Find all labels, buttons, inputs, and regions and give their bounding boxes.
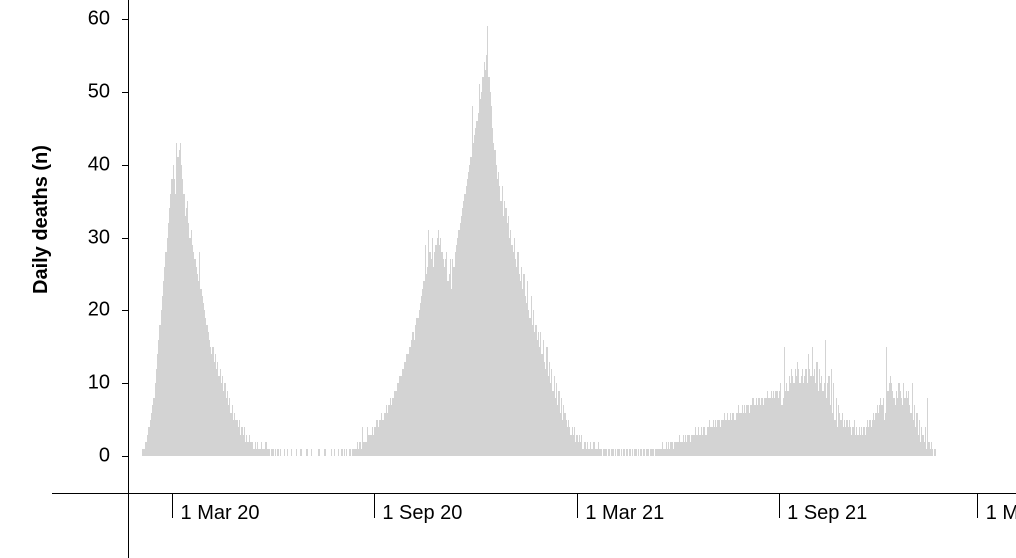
bar [324, 449, 325, 456]
bar [273, 449, 274, 456]
y-tick-label: 60 [60, 7, 110, 30]
bar [341, 449, 342, 456]
bar [331, 449, 332, 456]
plot-area [128, 4, 1008, 471]
bar [638, 449, 639, 456]
bar [300, 449, 301, 456]
x-axis-line [52, 493, 1016, 494]
bar [644, 449, 645, 456]
bar [627, 449, 628, 456]
bar [346, 449, 347, 456]
bar [280, 449, 281, 456]
x-tick-mark [577, 493, 578, 518]
bar [269, 449, 270, 456]
y-tick-label: 40 [60, 153, 110, 176]
bar [932, 449, 933, 456]
y-tick-mark [122, 92, 128, 93]
bar [275, 449, 276, 456]
x-tick-label: 1 Mar 20 [181, 502, 260, 525]
bar [311, 449, 312, 456]
bar [621, 449, 622, 456]
bar [629, 449, 630, 456]
bar [640, 449, 641, 456]
x-tick-label: 1 Mar 21 [585, 502, 664, 525]
bar [652, 449, 653, 456]
bar [648, 449, 649, 456]
bar [334, 449, 335, 456]
bar [350, 449, 351, 456]
bar [291, 449, 292, 456]
y-tick-mark [122, 238, 128, 239]
bar [318, 449, 319, 456]
bar [632, 449, 633, 456]
bar [619, 449, 620, 456]
bar [344, 449, 345, 456]
bar [284, 449, 285, 456]
x-tick-label: 1 Sep 20 [382, 502, 462, 525]
y-tick-mark [122, 19, 128, 20]
bar [306, 449, 307, 456]
y-axis-title: Daily deaths (n) [30, 145, 53, 294]
bar [623, 449, 624, 456]
y-tick-mark [122, 310, 128, 311]
y-tick-label: 10 [60, 372, 110, 395]
x-tick-mark [779, 493, 780, 518]
y-tick-label: 50 [60, 80, 110, 103]
bar [601, 449, 602, 456]
y-tick-label: 20 [60, 299, 110, 322]
y-tick-mark [122, 383, 128, 384]
bar [636, 449, 637, 456]
x-tick-mark [172, 493, 173, 518]
bar [277, 449, 278, 456]
bar [613, 449, 614, 456]
y-tick-label: 0 [60, 445, 110, 468]
y-tick-mark [122, 165, 128, 166]
y-tick-mark [122, 456, 128, 457]
y-axis-line [128, 0, 129, 558]
bar [287, 449, 288, 456]
x-tick-label: 1 Mar 22 [986, 502, 1016, 525]
bar [609, 449, 610, 456]
bar [615, 449, 616, 456]
bar [296, 449, 297, 456]
bar [338, 449, 339, 456]
x-tick-mark [374, 493, 375, 518]
bar [934, 449, 935, 456]
bar [605, 449, 606, 456]
x-tick-label: 1 Sep 21 [787, 502, 867, 525]
x-tick-mark [977, 493, 978, 518]
daily-deaths-chart: Daily deaths (n) 0 10 20 30 40 50 60 1 Mar 20 1 … [0, 0, 1016, 558]
y-tick-label: 30 [60, 226, 110, 249]
